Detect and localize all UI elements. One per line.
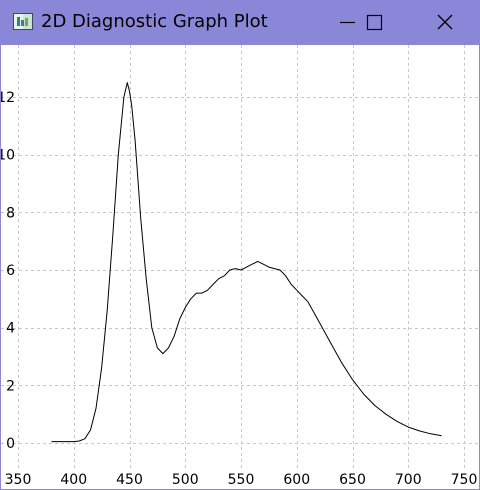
y-tick-label: 2 (6, 378, 15, 394)
line-chart: 350 400 450 500 550 600 650 700 750 0 2 4 6 8 10 12 (1, 45, 479, 488)
y-tick-label: 4 (6, 321, 15, 337)
minimize-button[interactable] (340, 0, 386, 45)
y-tick-label: 12 (1, 90, 15, 106)
close-button[interactable] (422, 0, 468, 45)
minimize-icon (340, 21, 355, 24)
x-tick-label: 350 (5, 472, 32, 488)
close-icon (437, 14, 453, 30)
maximize-button[interactable] (351, 0, 397, 45)
y-tick-label: 8 (6, 205, 15, 221)
x-tick-label: 500 (172, 472, 199, 488)
x-tick-label: 750 (451, 472, 478, 488)
x-tick-label: 700 (395, 472, 422, 488)
window-title: 2D Diagnostic Graph Plot (41, 11, 268, 32)
x-tick-label: 550 (228, 472, 255, 488)
y-tick-label: 6 (6, 263, 15, 279)
title-bar[interactable]: 2D Diagnostic Graph Plot (1, 0, 480, 45)
y-tick-label: 0 (6, 436, 15, 452)
vertical-gridlines (18, 45, 465, 470)
x-tick-labels: 350 400 450 500 550 600 650 700 750 (5, 472, 478, 488)
x-tick-label: 450 (116, 472, 143, 488)
graph-app-icon (13, 13, 33, 30)
x-tick-label: 650 (339, 472, 366, 488)
maximize-icon (366, 14, 383, 31)
y-tick-label: 10 (1, 148, 15, 164)
plot-area[interactable]: 350 400 450 500 550 600 650 700 750 0 2 4 6 8 10 12 (1, 45, 479, 489)
series-layer (51, 82, 442, 443)
x-tick-label: 600 (283, 472, 310, 488)
series-line (51, 82, 442, 443)
y-tick-labels: 0 2 4 6 8 10 12 (1, 90, 15, 452)
x-tick-label: 400 (60, 472, 87, 488)
horizontal-gridlines (1, 97, 479, 444)
